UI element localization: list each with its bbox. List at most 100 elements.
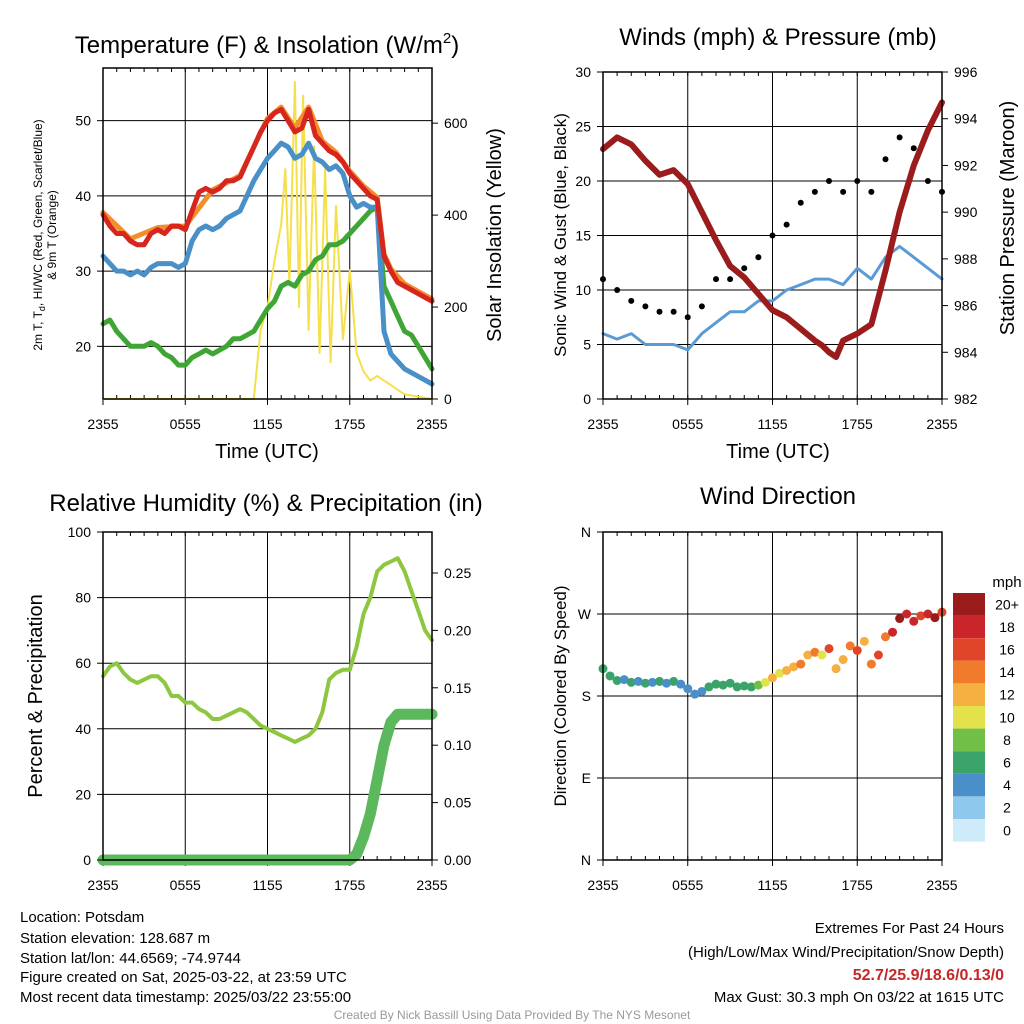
colorbar-swatch <box>953 773 985 797</box>
precipitation-line <box>97 708 438 866</box>
colorbar-swatch <box>953 683 985 706</box>
direction-point <box>760 677 770 687</box>
y2-tick-label: 200 <box>444 299 468 315</box>
direction-point <box>662 678 672 688</box>
winds-left-axis-label: Sonic Wind & Gust (Blue, Black) <box>551 113 570 357</box>
direction-point <box>690 689 700 699</box>
y2-tick-label: 0.25 <box>444 565 471 581</box>
y2-tick-label: 984 <box>954 344 978 360</box>
y2-tick-label: 0.20 <box>444 622 471 638</box>
y2-tick-label: 982 <box>954 391 978 407</box>
colorbar-swatch <box>953 819 985 842</box>
y-tick-label: 0 <box>83 852 91 868</box>
x-tick-label: 2355 <box>926 877 957 893</box>
colorbar-label: 18 <box>999 619 1015 635</box>
colorbar-swatch <box>953 660 985 684</box>
direction-point <box>640 678 650 688</box>
gust-point <box>826 178 832 184</box>
gust-point <box>614 287 621 293</box>
footer-created: Figure created on Sat, 2025-03-22, at 23… <box>20 969 347 986</box>
gust-point <box>741 265 748 272</box>
colorbar-label: 8 <box>1003 732 1011 748</box>
x-tick-label: 2355 <box>926 416 957 432</box>
colorbar-swatch <box>953 593 985 616</box>
direction-point <box>655 676 664 686</box>
x-tick-label: 2355 <box>416 877 447 893</box>
direction-point <box>895 614 905 624</box>
extremes-title: Extremes For Past 24 Hours <box>815 920 1004 937</box>
colorbar-swatch <box>953 796 985 819</box>
direction-point <box>739 681 749 691</box>
x-tick-label: 2355 <box>87 416 118 432</box>
temperature-title: Temperature (F) & Insolation (W/m2) <box>75 30 459 59</box>
y2-tick-label: 994 <box>954 111 978 127</box>
winds-plot-layer: 2355 0555 1155 1755 2355 0 5 10 15 20 25 30 982 984 98… <box>575 64 977 432</box>
extremes-subtitle: (High/Low/Max Wind/Precipitation/Snow De… <box>688 944 1004 961</box>
y2-tick-label: 988 <box>954 251 978 267</box>
direction-point <box>605 671 615 681</box>
direction-point <box>612 676 622 686</box>
gust-point <box>698 303 705 310</box>
y-tick-label: 60 <box>75 655 91 671</box>
colorbar-title: mph <box>992 574 1021 591</box>
y-tick-label: 80 <box>75 590 91 606</box>
direction-point <box>725 678 735 688</box>
x-tick-label: 1155 <box>252 877 282 893</box>
y-tick-label: 20 <box>75 338 91 354</box>
colorbar-label: 16 <box>999 642 1015 658</box>
relative-humidity-line <box>101 556 434 744</box>
x-tick-label: 1755 <box>842 877 873 893</box>
gust-point <box>924 178 931 184</box>
y2-tick-label: 992 <box>954 157 978 173</box>
y-tick-label: 40 <box>75 721 91 737</box>
temperature-x-axis-label: Time (UTC) <box>215 441 319 463</box>
y-tick-label: 5 <box>583 337 591 353</box>
gust-point <box>727 276 734 283</box>
gust-point <box>811 188 818 195</box>
gust-point <box>713 276 719 283</box>
x-tick-label: 0555 <box>672 416 703 432</box>
direction-point <box>718 680 728 690</box>
colorbar-swatch <box>953 751 985 774</box>
wind-speed-colorbar: 20+ 18 16 14 12 10 8 6 4 2 0 <box>953 593 1019 842</box>
colorbar-label: 10 <box>999 709 1015 725</box>
gust-point <box>854 178 861 184</box>
y2-tick-label: 0.10 <box>444 737 471 753</box>
extremes-values: 52.7/25.9/18.6/0.13/0 <box>853 967 1004 984</box>
y-tick-label: 15 <box>575 228 591 244</box>
temperature-panel: Temperature (F) & Insolation (W/m2) 2355… <box>31 30 506 463</box>
y2-tick-label: 0 <box>444 391 452 407</box>
y-tick-label: 30 <box>575 64 591 80</box>
winds-title: Winds (mph) & Pressure (mb) <box>619 24 936 51</box>
gust-point <box>868 188 875 195</box>
insolation-axis-label: Solar Insolation (Yellow) <box>484 128 506 342</box>
direction-point <box>753 680 763 690</box>
winds-panel: Winds (mph) & Pressure (mb) 2355 0555 1155… <box>551 24 1019 463</box>
gust-point <box>910 145 917 152</box>
direction-point <box>845 641 855 651</box>
gust-point <box>896 134 903 141</box>
direction-point <box>909 616 919 626</box>
direction-point <box>789 662 799 672</box>
temperature-plot-layer: 2355 0555 1155 1755 2355 20 30 40 50 0 200 400 600 <box>75 67 468 432</box>
direction-point <box>796 659 806 669</box>
gust-point <box>783 221 790 228</box>
x-tick-label: 1155 <box>757 877 787 893</box>
y-tick-label: N <box>581 524 591 540</box>
gust-point <box>769 232 776 239</box>
gust-point <box>642 303 649 310</box>
direction-point <box>697 686 707 696</box>
direction-point <box>647 677 657 687</box>
colorbar-swatch <box>953 638 985 661</box>
y-tick-label: 10 <box>575 282 591 298</box>
x-tick-label: 2355 <box>416 416 447 432</box>
y2-tick-label: 990 <box>954 204 978 220</box>
gust-point <box>628 297 635 304</box>
direction-point <box>873 650 883 660</box>
footer-recent-data: Most recent data timestamp: 2025/03/22 2… <box>20 989 351 1006</box>
humidity-panel: Relative Humidity (%) & Precipitation (i… <box>25 490 483 893</box>
colorbar-label: 12 <box>999 687 1015 703</box>
direction-point <box>824 644 834 654</box>
gust-point <box>684 314 691 321</box>
colorbar-swatch <box>953 706 985 729</box>
